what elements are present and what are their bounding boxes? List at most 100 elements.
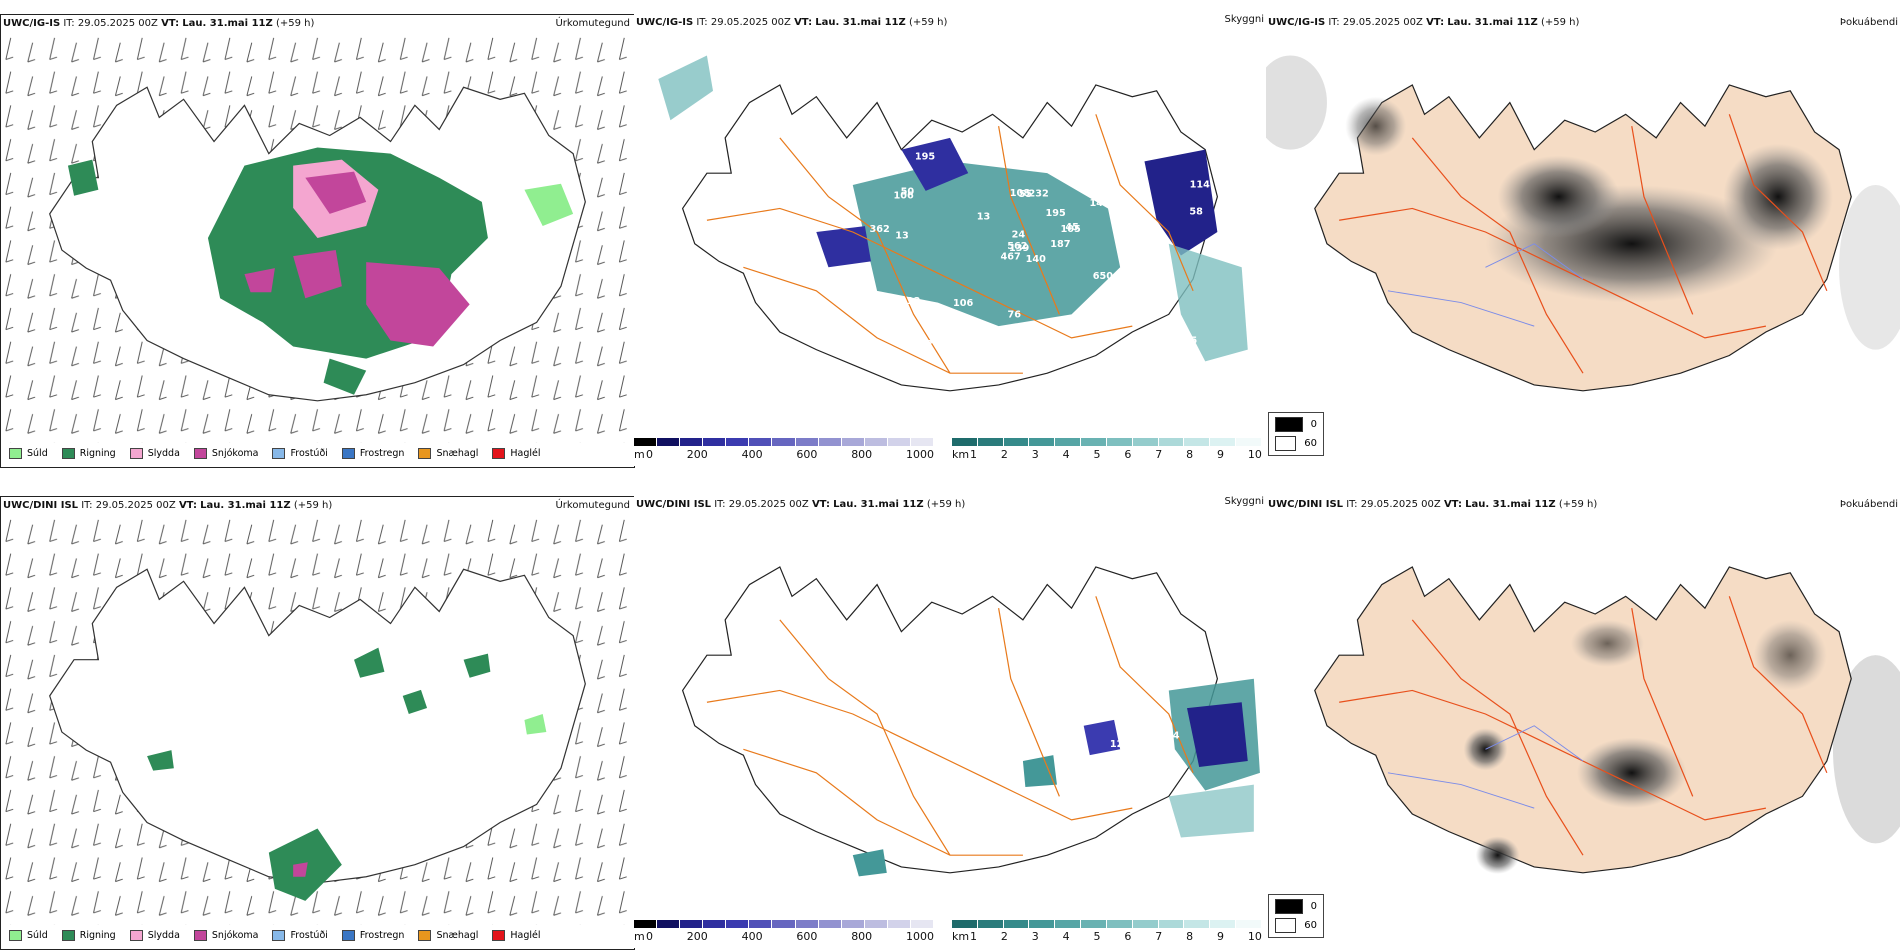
legend-item-sleet: Slydda <box>129 448 180 459</box>
colorbar-swatch <box>634 438 658 446</box>
panel-title: Skyggni <box>1224 14 1264 25</box>
colorbar-swatch <box>818 920 842 928</box>
colorbar-swatch <box>772 920 796 928</box>
colorbar-swatch <box>1003 438 1030 446</box>
legend-item-drizzle: Súld <box>9 448 48 459</box>
colorbar-swatch <box>749 438 773 446</box>
precip-panel-igis: UWC/IG-IS IT: 29.05.2025 00Z VT: Lau. 31… <box>0 14 635 468</box>
colorbar-swatch <box>1003 920 1030 928</box>
colorbar-swatch <box>1184 438 1211 446</box>
colorbar-swatch <box>1029 438 1056 446</box>
cloud-base-label: 45 <box>1065 222 1079 233</box>
cloud-map: 121 24 76 <box>682 566 1260 877</box>
cloud-base-label: 50 <box>901 187 915 198</box>
cloud-base-label: 107 <box>880 318 900 329</box>
colorbar-swatch <box>1081 438 1107 446</box>
colorbar-swatch <box>864 920 888 928</box>
panel-header: UWC/DINI ISL IT: 29.05.2025 00Z VT: Lau.… <box>3 500 333 511</box>
panel-title: Þokuábendi <box>1839 17 1898 28</box>
colorbar-swatch <box>887 438 911 446</box>
panel-title: Úrkomutegund <box>555 500 630 511</box>
colorbar-swatch <box>1210 920 1237 928</box>
legend-item-freezing-drizzle: Frostúði <box>272 930 328 941</box>
fog-map <box>1314 566 1900 874</box>
colorbar-swatch <box>703 920 727 928</box>
cloud-base-label: 76 <box>895 801 909 812</box>
fog-map <box>1266 55 1900 392</box>
cloud-base-ticks: m 0 200 400 600 800 1000 <box>634 930 934 943</box>
visibility-unit: km <box>952 930 970 943</box>
cloud-base-label: 114 <box>1190 180 1211 191</box>
legend-item-snow: Snjókoma <box>193 930 258 941</box>
colorbar-swatch <box>841 438 865 446</box>
cloud-base-label: 142 <box>1090 198 1110 209</box>
colorbar-swatch <box>1184 920 1211 928</box>
cloud-base-label: 195 <box>1046 208 1066 219</box>
visibility-colorbar <box>952 920 1262 928</box>
cloud-base-label: 140 <box>1026 254 1047 265</box>
legend-item-drizzle: Súld <box>9 930 48 941</box>
panel-title: Skyggni <box>1224 496 1264 507</box>
cloud-base-label: 13 <box>895 231 909 242</box>
cloud-base-label: 232 <box>1029 189 1049 200</box>
cloud-base-label: 362 <box>870 224 890 235</box>
colorbar-swatch <box>1081 920 1107 928</box>
cloud-base-label: 650 <box>1093 271 1114 282</box>
colorbar-swatch <box>726 438 750 446</box>
colorbar-swatch <box>726 920 750 928</box>
colorbar-swatch <box>1236 920 1262 928</box>
colorbar-swatch <box>977 920 1004 928</box>
cloud-map: 140 106 139 107 105 106 153 232 163 187 195 75 13 114… <box>658 55 1248 392</box>
colorbar-swatch <box>864 438 888 446</box>
cloud-base-label: 24 <box>1012 230 1026 241</box>
precip-panel-dini: UWC/DINI ISL IT: 29.05.2025 00Z VT: Lau.… <box>0 496 635 950</box>
visibility-ticks: km 1 2 3 4 5 6 7 8 9 10 <box>952 448 1262 461</box>
cloud-base-label: 139 <box>1009 243 1030 254</box>
panel-header: UWC/IG-IS IT: 29.05.2025 00Z VT: Lau. 31… <box>3 18 315 29</box>
cloud-base-label: 622 <box>913 339 933 350</box>
fog-panel-igis: UWC/IG-IS IT: 29.05.2025 00Z VT: Lau. 31… <box>1266 14 1900 466</box>
precip-map <box>1 515 634 925</box>
colorbar-swatch <box>795 438 819 446</box>
panel-header: UWC/DINI ISL IT: 29.05.2025 00Z VT: Lau.… <box>636 499 966 510</box>
cloud-panel-dini: UWC/DINI ISL IT: 29.05.2025 00Z VT: Lau.… <box>634 496 1266 948</box>
legend-item-snow-pellets: Snæhagl <box>418 448 478 459</box>
legend-item-freezing-rain: Frostregn <box>341 930 404 941</box>
cloud-base-label: 153 <box>1085 157 1105 168</box>
visibility-unit: km <box>952 448 970 461</box>
colorbar-swatch <box>772 438 796 446</box>
cloud-base-label: 58 <box>1189 207 1203 218</box>
colorbar-swatch <box>634 920 658 928</box>
colorbar-swatch <box>1106 920 1133 928</box>
cloud-base-label: 105 <box>1060 224 1080 235</box>
cloud-base-label: 106 <box>953 298 974 309</box>
visibility-colorbar <box>952 438 1262 446</box>
colorbar-swatch <box>1132 920 1159 928</box>
fog-panel-dini: UWC/DINI ISL IT: 29.05.2025 00Z VT: Lau.… <box>1266 496 1900 948</box>
colorbar-swatch <box>1029 920 1056 928</box>
legend-item-sleet: Slydda <box>129 930 180 941</box>
panel-title: Þokuábendi <box>1839 499 1898 510</box>
colorbar-swatch <box>1236 438 1262 446</box>
panel-header: UWC/IG-IS IT: 29.05.2025 00Z VT: Lau. 31… <box>636 17 948 28</box>
colorbar-swatch <box>657 920 681 928</box>
colorbar-swatch <box>910 920 935 928</box>
cloud-panel-igis: UWC/IG-IS IT: 29.05.2025 00Z VT: Lau. 31… <box>634 14 1266 466</box>
cloud-base-label: 163 <box>1090 173 1110 184</box>
cloud-base-label: 55 <box>1019 189 1033 200</box>
legend-item-hail: Haglél <box>492 930 541 941</box>
precip-legend: Súld Rigning Slydda Snjókoma Frostúði Fr… <box>9 930 541 941</box>
colorbar-swatch <box>680 438 704 446</box>
colorbar-swatch <box>680 920 704 928</box>
cloud-base-label: 187 <box>1050 239 1070 250</box>
colorbar-swatch <box>795 920 819 928</box>
colorbar-swatch <box>841 920 865 928</box>
cloud-base-label: 75 <box>1184 336 1198 347</box>
cloud-base-label: 13 <box>907 296 921 307</box>
legend-item-rain: Rigning <box>61 448 116 459</box>
colorbar-swatch <box>703 438 727 446</box>
cloud-base-label: 53 <box>1120 272 1134 283</box>
panel-title: Úrkomutegund <box>555 18 630 29</box>
cloud-base-label: 195 <box>915 152 935 163</box>
cloud-base-label: 24 <box>1166 731 1180 742</box>
